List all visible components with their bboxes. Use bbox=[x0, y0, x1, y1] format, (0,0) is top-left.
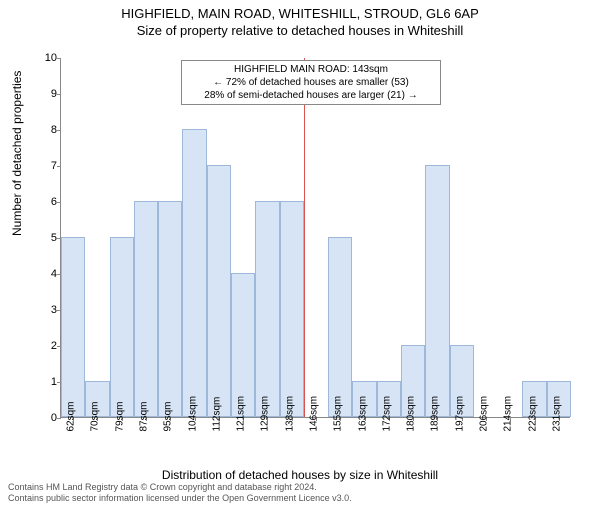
y-tick-label: 2 bbox=[31, 340, 57, 352]
y-tick-label: 5 bbox=[31, 232, 57, 244]
annotation-line: HIGHFIELD MAIN ROAD: 143sqm bbox=[186, 63, 436, 76]
y-tick-mark bbox=[57, 94, 61, 95]
y-tick-label: 7 bbox=[31, 160, 57, 172]
annotation-line: 28% of semi-detached houses are larger (… bbox=[186, 89, 436, 102]
chart-subtitle: Size of property relative to detached ho… bbox=[0, 23, 600, 38]
y-tick-label: 9 bbox=[31, 88, 57, 100]
attribution-text: Contains HM Land Registry data © Crown c… bbox=[8, 482, 352, 504]
y-tick-mark bbox=[57, 166, 61, 167]
histogram-bar bbox=[182, 129, 206, 417]
y-tick-mark bbox=[57, 202, 61, 203]
histogram-bar bbox=[110, 237, 134, 417]
y-tick-mark bbox=[57, 418, 61, 419]
chart-plot-area: 01234567891062sqm70sqm79sqm87sqm95sqm104… bbox=[60, 58, 570, 418]
y-tick-label: 6 bbox=[31, 196, 57, 208]
annotation-callout: HIGHFIELD MAIN ROAD: 143sqm← 72% of deta… bbox=[181, 60, 441, 105]
y-tick-label: 8 bbox=[31, 124, 57, 136]
y-tick-label: 3 bbox=[31, 304, 57, 316]
y-tick-mark bbox=[57, 130, 61, 131]
annotation-line: ← 72% of detached houses are smaller (53… bbox=[186, 76, 436, 89]
attribution-line: Contains public sector information licen… bbox=[8, 493, 352, 504]
histogram-bar bbox=[280, 201, 304, 417]
y-tick-label: 4 bbox=[31, 268, 57, 280]
y-tick-label: 10 bbox=[31, 52, 57, 64]
histogram-bar bbox=[425, 165, 449, 417]
property-marker-line bbox=[304, 58, 305, 417]
histogram-bar bbox=[255, 201, 279, 417]
y-tick-label: 0 bbox=[31, 412, 57, 424]
x-axis-label: Distribution of detached houses by size … bbox=[0, 468, 600, 482]
attribution-line: Contains HM Land Registry data © Crown c… bbox=[8, 482, 352, 493]
chart-main-title: HIGHFIELD, MAIN ROAD, WHITESHILL, STROUD… bbox=[0, 6, 600, 21]
histogram-bar bbox=[328, 237, 352, 417]
histogram-bar bbox=[134, 201, 158, 417]
y-tick-label: 1 bbox=[31, 376, 57, 388]
histogram-bar bbox=[207, 165, 231, 417]
y-axis-label: Number of detached properties bbox=[10, 71, 24, 236]
y-tick-mark bbox=[57, 58, 61, 59]
histogram-bar bbox=[158, 201, 182, 417]
histogram-bar bbox=[61, 237, 85, 417]
